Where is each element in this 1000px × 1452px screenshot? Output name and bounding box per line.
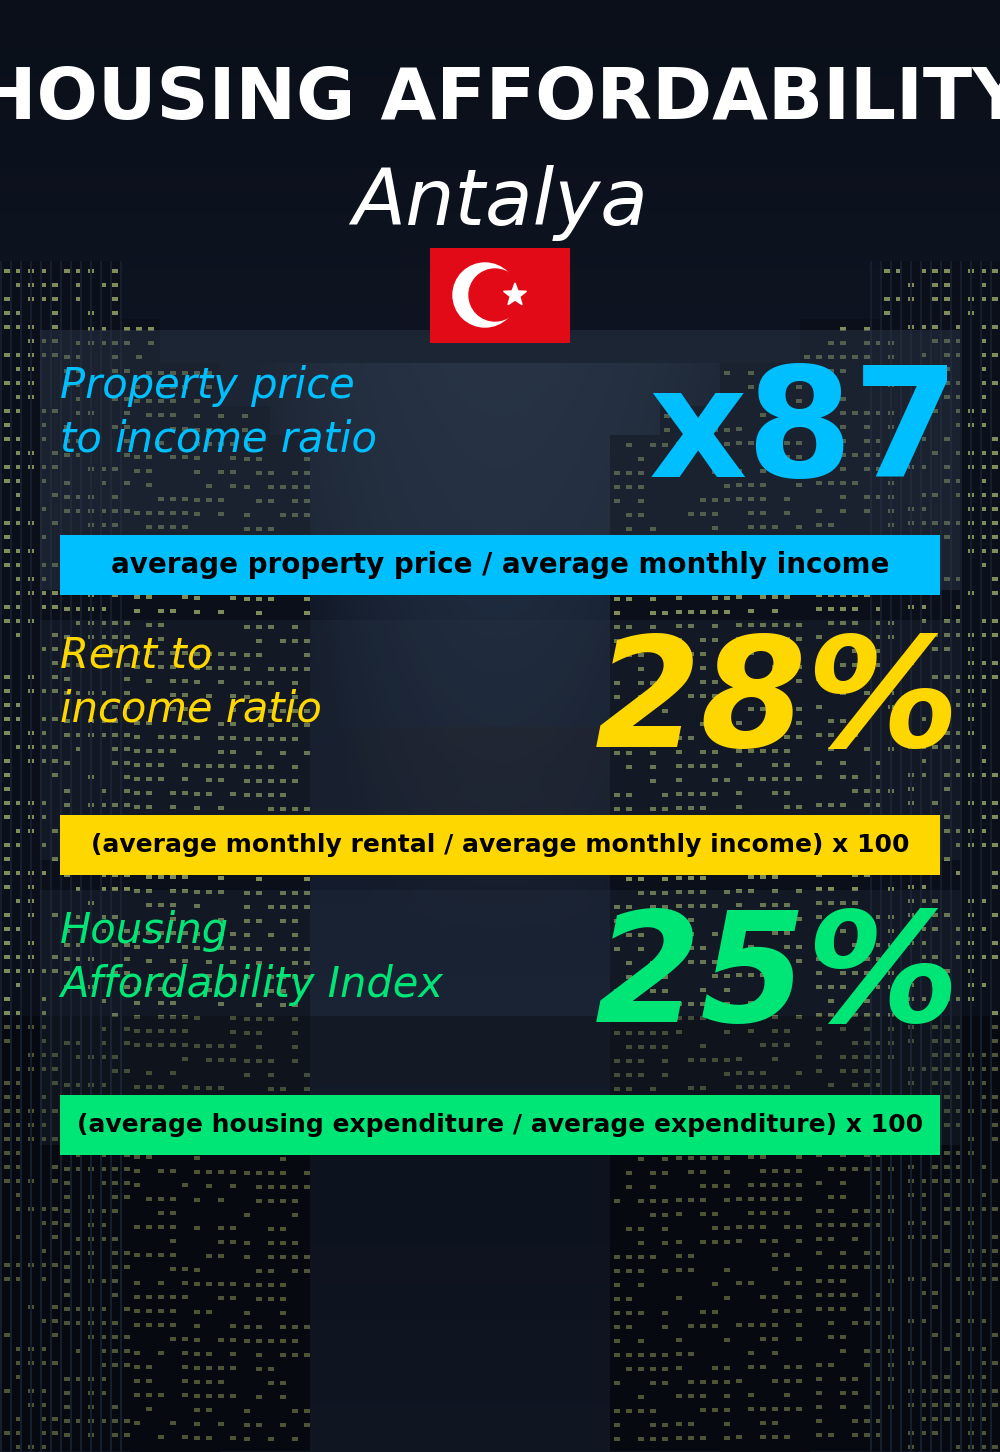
Text: (average monthly rental / average monthly income) x 100: (average monthly rental / average monthl…: [91, 833, 909, 857]
FancyBboxPatch shape: [40, 620, 960, 860]
Text: Housing
Affordability Index: Housing Affordability Index: [60, 910, 443, 1006]
Text: Rent to
income ratio: Rent to income ratio: [60, 635, 322, 730]
Text: 28%: 28%: [594, 630, 960, 780]
FancyBboxPatch shape: [40, 890, 960, 1146]
Circle shape: [469, 269, 521, 321]
Circle shape: [453, 263, 517, 327]
Text: Antalya: Antalya: [352, 166, 648, 241]
Polygon shape: [504, 283, 526, 305]
Text: Property price
to income ratio: Property price to income ratio: [60, 364, 377, 460]
Text: x87: x87: [649, 360, 960, 510]
Text: 25%: 25%: [594, 905, 960, 1054]
FancyBboxPatch shape: [60, 815, 940, 876]
Text: average property price / average monthly income: average property price / average monthly…: [111, 550, 889, 579]
FancyBboxPatch shape: [60, 1095, 940, 1154]
Text: HOUSING AFFORDABILITY: HOUSING AFFORDABILITY: [0, 65, 1000, 134]
FancyBboxPatch shape: [60, 534, 940, 595]
FancyBboxPatch shape: [430, 247, 570, 343]
FancyBboxPatch shape: [40, 330, 960, 590]
Text: (average housing expenditure / average expenditure) x 100: (average housing expenditure / average e…: [77, 1114, 923, 1137]
